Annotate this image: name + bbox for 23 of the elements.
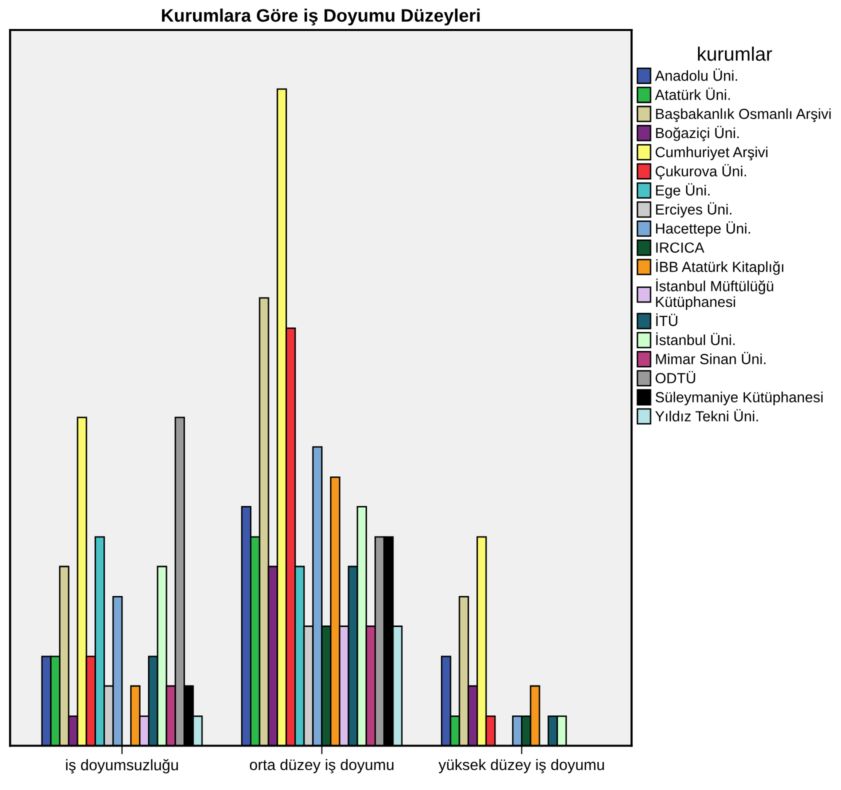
legend-label: Hacettepe Üni. — [656, 221, 750, 237]
legend-label: Süleymaniye Kütüphanesi — [656, 392, 823, 406]
legend-label: Başbakanlık Osmanlı Arşivi — [656, 108, 831, 122]
legend-label: Cumhuriyet Arşivi — [656, 146, 768, 160]
legend-label: İstanbul Üni. — [656, 332, 735, 346]
legend-label: İTÜ — [656, 313, 678, 326]
legend-label: ODTÜ — [656, 370, 696, 384]
legend-label: İBB Atatürk Kitaplığı — [656, 259, 784, 275]
legend-label: Boğaziçi Üni. — [656, 126, 739, 142]
legend-label: Atatürk Üni. — [654, 88, 730, 100]
legend-label: IRCICA — [656, 242, 704, 253]
legend-label: Erciyes Üni. — [656, 202, 732, 218]
x-tick-label: orta düzey iş doyumu — [250, 758, 394, 774]
legend-label: Mimar Sinan Üni. — [656, 352, 766, 364]
x-tick-label: iş doyumsuzluğu — [66, 758, 178, 774]
x-tick-label: yüksek düzey iş doyumu — [438, 758, 604, 774]
legend-label: İstanbul Müftülüğü Kütüphanesi — [656, 278, 774, 310]
chart-title: Kurumlara Göre iş Doyumu Düzeyleri — [162, 8, 480, 26]
legend-label: Anadolu Üni. — [654, 68, 738, 81]
legend-label: Yıldız Tekni Üni. — [655, 409, 758, 422]
legend-label: Çukurova Üni. — [656, 164, 746, 180]
legend-title: kurumlar — [698, 46, 772, 61]
legend-label: Ege Üni. — [656, 183, 710, 198]
